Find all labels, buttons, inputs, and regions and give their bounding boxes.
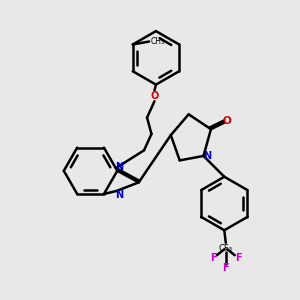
Text: O: O — [222, 116, 231, 126]
Text: CF₃: CF₃ — [219, 244, 233, 253]
Text: N: N — [203, 151, 211, 161]
Text: F: F — [210, 253, 217, 263]
Text: F: F — [235, 253, 242, 263]
Text: CH₃: CH₃ — [151, 37, 165, 46]
Text: N: N — [115, 190, 123, 200]
Text: N: N — [115, 162, 123, 172]
Text: F: F — [223, 263, 229, 273]
Text: O: O — [150, 91, 159, 101]
